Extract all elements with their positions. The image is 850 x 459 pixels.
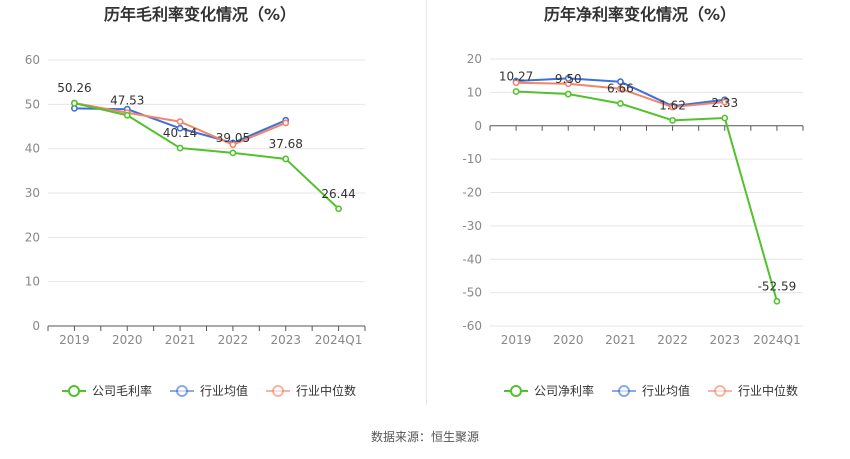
y-tick-label-0: 0 (32, 319, 40, 333)
data-point-company-0 (335, 205, 342, 213)
data-point-industry_median-1 (564, 80, 572, 88)
data-point-industry_median-1 (512, 79, 520, 87)
y-tick-label-1: -60 (462, 319, 482, 333)
legend-label-industry_median-0: 行业中位数 (296, 383, 356, 398)
legend-marker-industry_avg-0 (176, 385, 188, 397)
y-tick-label-0: 40 (25, 142, 40, 156)
data-label-0: 50.26 (57, 81, 91, 95)
y-tick-label-1: 10 (467, 85, 482, 99)
data-point-industry_avg-1 (617, 78, 624, 86)
x-tick-label-1: 2020 (553, 333, 584, 347)
data-point-company-1 (669, 116, 676, 124)
data-point-industry_median-0 (176, 118, 184, 126)
legend-marker-industry_avg-1 (618, 385, 630, 397)
legend-marker-industry_median-1 (714, 385, 726, 397)
data-label-1: 10.27 (499, 69, 533, 83)
y-tick-label-1: -20 (462, 186, 482, 200)
data-label-1: 2.33 (711, 96, 738, 110)
series-line-company-0 (74, 102, 340, 210)
x-tick-label-0: 2020 (112, 333, 143, 347)
y-tick-label-1: -50 (462, 286, 482, 300)
y-tick-label-0: 10 (25, 275, 40, 289)
legend-marker-industry_median-0 (272, 385, 284, 397)
chart-title-0: 历年毛利率变化情况（%） (104, 5, 296, 24)
y-tick-label-1: -30 (462, 219, 482, 233)
data-point-company-1 (721, 114, 729, 122)
data-label-1: 6.66 (607, 82, 634, 96)
x-tick-label-1: 2021 (605, 333, 636, 347)
series-line-company-1 (516, 90, 778, 302)
x-tick-label-1: 2022 (657, 333, 688, 347)
data-point-company-0 (229, 149, 237, 157)
x-tick-label-1: 2019 (501, 333, 532, 347)
data-point-company-0 (176, 144, 184, 152)
x-tick-label-0: 2019 (59, 333, 90, 347)
data-point-industry_median-1 (617, 85, 624, 93)
data-label-1: 9.50 (555, 72, 582, 86)
y-tick-label-0: 50 (25, 97, 40, 111)
x-tick-label-1: 2023 (709, 333, 740, 347)
legend-marker-company-1 (510, 385, 522, 397)
data-point-company-1 (512, 88, 520, 95)
data-point-industry_median-1 (669, 103, 676, 111)
source-note: 数据来源：恒生聚源 (370, 430, 479, 444)
y-tick-label-1: 20 (467, 52, 482, 66)
data-point-industry_median-1 (721, 98, 729, 106)
data-point-company-1 (564, 90, 572, 98)
data-point-company-0 (282, 155, 290, 163)
y-tick-label-1: -10 (462, 152, 482, 166)
data-label-0: 37.68 (269, 137, 303, 151)
data-label-0: 47.53 (110, 93, 144, 107)
data-point-industry_avg-0 (176, 124, 184, 132)
chart-title-1: 历年净利率变化情况（%） (544, 5, 736, 24)
x-tick-label-0: 2024Q1 (315, 333, 363, 347)
legend-label-industry_avg-1: 行业均值 (642, 383, 690, 398)
x-tick-label-1: 2024Q1 (753, 333, 801, 347)
data-point-industry_median-0 (282, 119, 290, 127)
legend-label-industry_avg-0: 行业均值 (200, 383, 248, 398)
legend-label-industry_median-1: 行业中位数 (738, 383, 798, 398)
data-point-company-1 (773, 297, 781, 305)
x-tick-label-0: 2023 (270, 333, 301, 347)
legend-marker-company-0 (68, 385, 80, 397)
data-point-company-0 (123, 111, 131, 119)
panel-divider (426, 0, 427, 405)
y-tick-label-1: 0 (474, 119, 482, 133)
y-tick-label-0: 60 (25, 53, 40, 67)
y-tick-label-0: 20 (25, 230, 40, 244)
legend-label-company-0: 公司毛利率 (92, 383, 152, 398)
y-tick-label-1: -40 (462, 252, 482, 266)
x-tick-label-0: 2021 (165, 333, 196, 347)
data-label-0: 40.14 (163, 126, 197, 140)
legend-label-company-1: 公司净利率 (534, 383, 594, 398)
data-label-1: -52.59 (758, 279, 797, 293)
data-point-industry_median-0 (229, 141, 237, 149)
data-label-0: 26.44 (321, 187, 355, 201)
data-point-company-0 (71, 99, 78, 107)
data-label-1: 1.62 (659, 98, 686, 112)
data-point-company-1 (617, 100, 624, 107)
y-tick-label-0: 30 (25, 186, 40, 200)
data-label-0: 39.05 (216, 131, 250, 145)
x-tick-label-0: 2022 (218, 333, 249, 347)
